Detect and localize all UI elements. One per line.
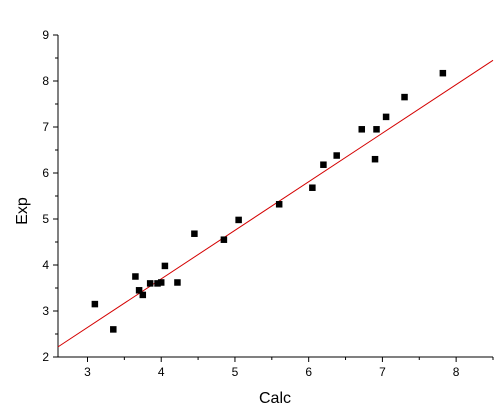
y-tick-label: 2 [42,350,49,364]
data-point [135,287,143,294]
fit-line-layer [57,59,494,348]
y-tick-label: 9 [42,28,49,42]
data-point [358,126,366,133]
data-point [146,280,154,287]
ticks: 3 4 5 6 7 8 2 3 4 5 6 7 8 9 [42,28,494,379]
data-points [91,69,447,333]
y-tick-label: 3 [42,304,49,318]
fit-line [57,59,494,348]
data-point [382,113,390,121]
data-point [110,326,117,333]
data-point [220,236,228,243]
x-tick-label: 8 [453,365,460,379]
data-point [157,279,165,286]
data-point [174,279,181,286]
y-tick-label: 7 [42,120,49,134]
y-tick-label: 5 [42,212,49,226]
data-point [161,262,169,270]
x-tick-label: 3 [84,365,91,379]
x-tick-label: 6 [305,365,312,379]
y-axis-title: Exp [14,197,31,225]
data-point [191,230,198,237]
x-tick-label: 4 [158,365,165,379]
y-tick-label: 8 [42,74,49,88]
data-point [309,184,316,191]
data-point [275,201,283,208]
data-point [401,93,408,101]
x-axis-title: Calc [259,390,291,407]
data-point [132,273,139,280]
data-point [333,152,340,159]
axes [57,35,493,358]
data-point [439,69,447,77]
data-point [235,216,242,224]
x-tick-label: 5 [232,365,239,379]
data-point [154,280,161,287]
y-tick-label: 6 [42,166,49,180]
data-point [373,126,380,133]
data-point [320,161,327,168]
data-point [139,291,147,299]
x-tick-label: 7 [379,365,386,379]
data-point [371,155,379,163]
y-tick-label: 4 [42,258,49,272]
data-point [91,300,99,308]
